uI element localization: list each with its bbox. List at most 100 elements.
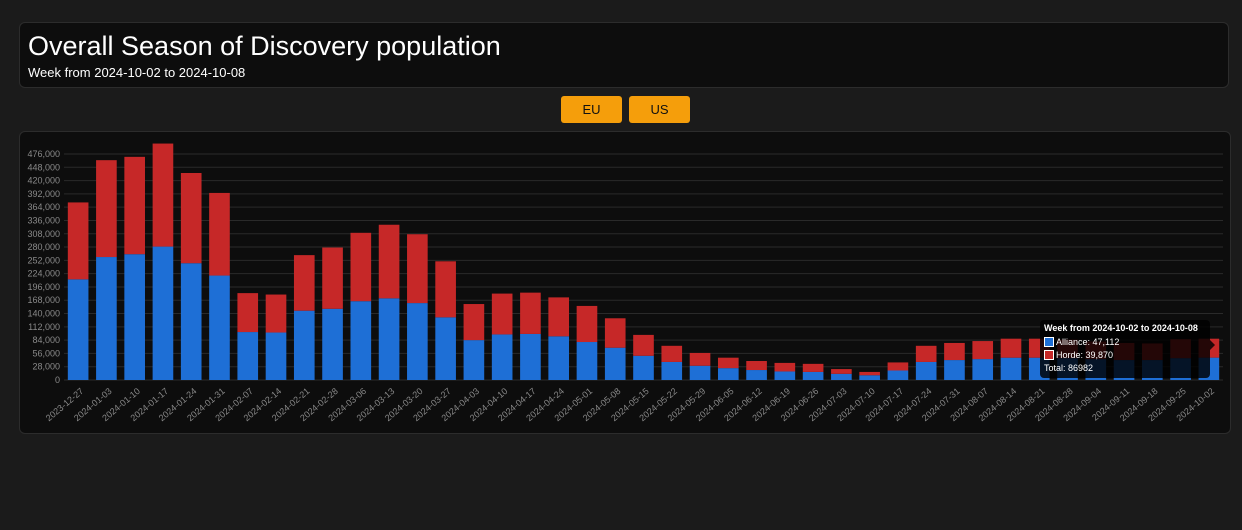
alliance-bar — [237, 332, 259, 380]
y-tick-label: 28,000 — [32, 362, 60, 372]
tooltip-title: Week from 2024-10-02 to 2024-10-08 — [1044, 323, 1198, 333]
alliance-bar — [152, 246, 174, 380]
horde-bar — [152, 143, 174, 247]
tooltip-total-value: Total: 86982 — [1044, 363, 1094, 373]
horde-bar — [774, 362, 796, 372]
horde-bar — [802, 363, 824, 372]
horde-bar — [831, 369, 852, 374]
alliance-bar — [1000, 357, 1022, 380]
chart-panel: 0 28,000 56,000 84,000 112,000 140,000 168,000… — [19, 131, 1231, 434]
page-subtitle: Week from 2024-10-02 to 2024-10-08 — [28, 65, 246, 80]
tooltip-alliance-row: Alliance: 47,112 — [1044, 336, 1206, 348]
alliance-bar — [265, 332, 287, 380]
eu-region-button[interactable]: EU — [561, 96, 622, 123]
horde-bar — [944, 342, 965, 361]
alliance-bar — [746, 370, 767, 380]
horde-bar — [237, 293, 259, 333]
y-tick-label: 336,000 — [27, 215, 60, 225]
chart-tooltip: Week from 2024-10-02 to 2024-10-08 Allia… — [1040, 320, 1215, 378]
alliance-bar — [915, 361, 937, 380]
y-tick-label: 448,000 — [27, 162, 60, 172]
y-tick-label: 280,000 — [27, 242, 60, 252]
horde-bar — [717, 357, 739, 369]
horde-bar — [265, 294, 287, 333]
us-region-button[interactable]: US — [629, 96, 690, 123]
alliance-bar — [180, 263, 202, 380]
horde-bar — [746, 361, 767, 371]
y-tick-label: 196,000 — [27, 282, 60, 292]
y-tick-label: 476,000 — [27, 149, 60, 159]
horde-bar — [350, 232, 372, 302]
alliance-bar — [293, 310, 315, 380]
alliance-bar — [378, 298, 400, 380]
horde-bar — [972, 341, 994, 360]
alliance-bar — [802, 371, 824, 380]
horde-bar — [1000, 338, 1022, 358]
alliance-bar — [604, 347, 626, 380]
y-tick-label: 56,000 — [32, 348, 60, 358]
tooltip-horde-value: Horde: 39,870 — [1056, 350, 1114, 360]
tooltip-total-row: Total: 86982 — [1044, 362, 1206, 374]
alliance-bar — [407, 303, 428, 380]
horde-bar — [407, 234, 428, 304]
alliance-bar — [209, 275, 230, 380]
tooltip-horde-row: Horde: 39,870 — [1044, 349, 1206, 361]
header-panel: Overall Season of Discovery population W… — [19, 22, 1229, 88]
y-tick-label: 308,000 — [27, 229, 60, 239]
alliance-bar — [435, 317, 456, 380]
tooltip-alliance-value: Alliance: 47,112 — [1056, 337, 1120, 347]
y-tick-label: 140,000 — [27, 309, 60, 319]
horde-bar — [604, 318, 626, 348]
population-chart: 0 28,000 56,000 84,000 112,000 140,000 168,000… — [27, 143, 1223, 423]
horde-bar — [180, 172, 202, 264]
horde-bar — [209, 192, 230, 276]
horde-bar — [463, 304, 485, 341]
horde-bar — [435, 261, 456, 318]
horde-bar — [67, 202, 89, 280]
alliance-bar — [124, 254, 145, 380]
horde-bar — [378, 224, 400, 299]
alliance-bar — [661, 361, 683, 380]
alliance-bar — [491, 334, 513, 380]
alliance-bar — [350, 301, 372, 380]
page-title: Overall Season of Discovery population — [28, 31, 501, 61]
y-tick-label: 168,000 — [27, 295, 60, 305]
y-tick-label: 252,000 — [27, 255, 60, 265]
horde-bar — [520, 292, 541, 334]
alliance-bar — [774, 371, 796, 380]
y-tick-label: 84,000 — [32, 335, 60, 345]
alliance-bar — [831, 373, 852, 380]
horde-bar — [887, 362, 909, 371]
alliance-bar — [887, 370, 909, 380]
horde-swatch-icon — [1044, 350, 1054, 360]
horde-bar — [322, 247, 343, 309]
horde-bar — [124, 156, 145, 255]
alliance-bar — [463, 340, 485, 380]
horde-bar — [689, 352, 711, 366]
horde-bar — [293, 255, 315, 311]
alliance-bar — [972, 359, 994, 380]
horde-bar — [859, 371, 880, 376]
alliance-bar — [859, 375, 880, 380]
y-tick-label: 224,000 — [27, 269, 60, 279]
horde-bar — [576, 305, 598, 343]
alliance-bar — [717, 368, 739, 380]
horde-bar — [548, 297, 570, 337]
y-tick-label: 0 — [55, 375, 60, 385]
alliance-bar — [96, 257, 117, 380]
horde-bar — [915, 345, 937, 362]
horde-bar — [96, 160, 117, 258]
alliance-bar — [689, 365, 711, 380]
horde-bar — [633, 334, 654, 356]
alliance-bar — [322, 308, 343, 380]
y-tick-label: 420,000 — [27, 176, 60, 186]
alliance-bar — [520, 333, 541, 380]
y-tick-label: 392,000 — [27, 189, 60, 199]
horde-bar — [491, 293, 513, 335]
y-tick-label: 364,000 — [27, 202, 60, 212]
y-tick-label: 112,000 — [28, 322, 60, 332]
alliance-bar — [548, 336, 570, 380]
horde-bar — [661, 345, 683, 362]
alliance-swatch-icon — [1044, 337, 1054, 347]
alliance-bar — [633, 355, 654, 380]
